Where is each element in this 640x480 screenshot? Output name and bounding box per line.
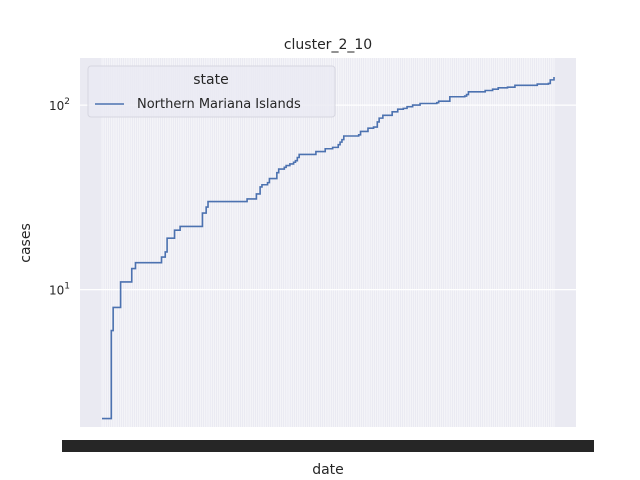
y-tick-label: 102 <box>49 97 70 113</box>
legend-entry: Northern Mariana Islands <box>137 97 301 112</box>
legend: state Northern Mariana Islands <box>87 65 336 118</box>
legend-title: state <box>193 72 228 88</box>
chart-title: cluster_2_10 <box>284 37 372 53</box>
x-axis-label: date <box>312 462 344 478</box>
grid <box>80 58 576 427</box>
y-tick-labels: 101 102 <box>49 97 70 298</box>
plot-area <box>80 58 576 427</box>
y-axis-label: cases <box>18 223 34 262</box>
x-tick-labels-overlapping <box>62 440 594 452</box>
legend-box <box>87 65 336 118</box>
series-line <box>102 77 555 420</box>
line-layer <box>102 77 555 420</box>
y-tick-label: 101 <box>49 282 70 298</box>
